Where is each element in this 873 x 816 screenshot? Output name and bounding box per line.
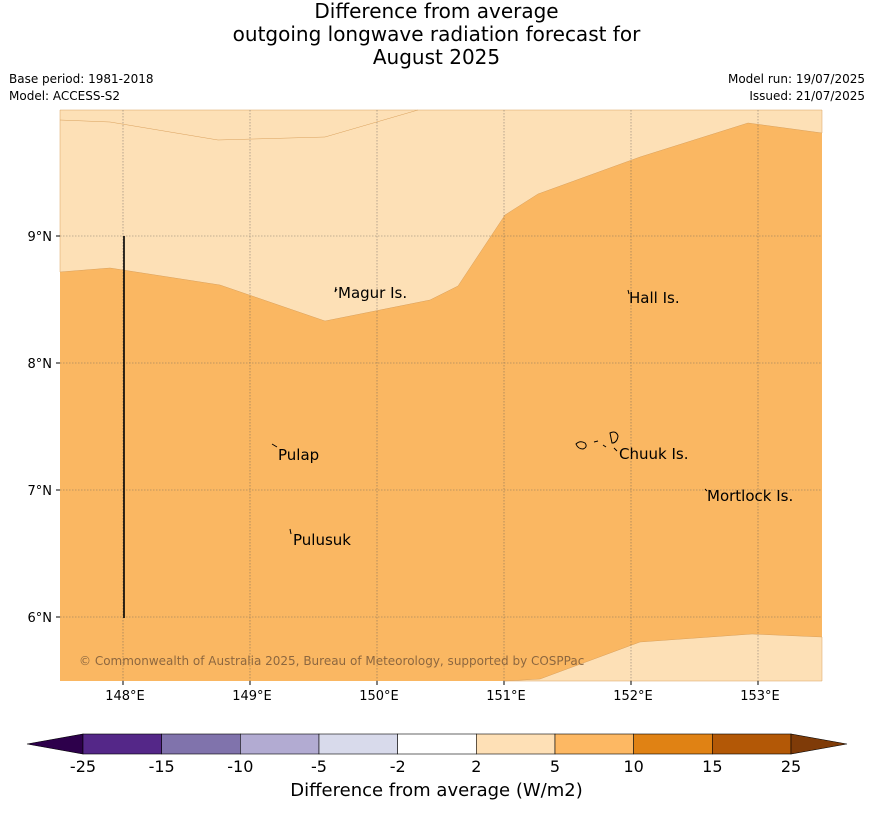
lon-label: 153°E bbox=[740, 689, 780, 704]
colorbar-segment bbox=[82, 733, 162, 755]
base-period-text: Base period: 1981-2018 bbox=[9, 72, 154, 86]
colorbar-tick-label: -5 bbox=[311, 757, 327, 776]
colorbar-tick-label: -15 bbox=[149, 757, 175, 776]
place-label-chuuk: Chuuk Is. bbox=[619, 445, 688, 463]
colorbar-tick-label: 5 bbox=[550, 757, 560, 776]
place-label-magur: Magur Is. bbox=[338, 284, 407, 302]
title-line-1: Difference from average bbox=[314, 0, 559, 23]
colorbar-tick-label: -25 bbox=[70, 757, 96, 776]
lon-label: 152°E bbox=[613, 689, 653, 704]
colorbar-segment bbox=[240, 733, 320, 755]
model-run-text: Model run: 19/07/2025 bbox=[727, 72, 865, 86]
lon-label: 149°E bbox=[232, 689, 272, 704]
colorbar-segment bbox=[161, 733, 241, 755]
region-2-to-5-north bbox=[59, 109, 823, 322]
lon-label: 148°E bbox=[105, 689, 145, 704]
colorbar-tick-label: 10 bbox=[623, 757, 643, 776]
place-label-pulusuk: Pulusuk bbox=[293, 531, 351, 549]
lon-label: 151°E bbox=[486, 689, 526, 704]
lon-tick-labels: 148°E 149°E 150°E 151°E 152°E 153°E bbox=[105, 689, 780, 704]
meta-left: Base period: 1981-2018 Model: ACCESS-S2 bbox=[9, 71, 154, 105]
lat-tick-labels: 9°N 8°N 7°N 6°N bbox=[28, 230, 53, 626]
colorbar-extend-low bbox=[26, 733, 84, 755]
model-text: Model: ACCESS-S2 bbox=[9, 89, 121, 103]
title-line-3: August 2025 bbox=[372, 45, 501, 69]
lat-ticks bbox=[56, 235, 60, 618]
region-10-boundary-north bbox=[59, 109, 419, 141]
place-label-hall: Hall Is. bbox=[629, 289, 680, 307]
lat-label: 9°N bbox=[28, 230, 53, 245]
colorbar-tick-label: 25 bbox=[781, 757, 801, 776]
colorbar-segment bbox=[318, 733, 398, 755]
region-2-to-5-south bbox=[504, 633, 823, 682]
colorbar-tick-label: -2 bbox=[390, 757, 406, 776]
lon-ticks bbox=[122, 681, 759, 685]
lat-label: 6°N bbox=[28, 611, 53, 626]
colorbar-label: Difference from average (W/m2) bbox=[290, 780, 583, 801]
place-labels: Magur Is. Hall Is. Pulap Chuuk Is. Mortl… bbox=[278, 284, 793, 549]
copyright-text: © Commonwealth of Australia 2025, Bureau… bbox=[79, 654, 584, 668]
issued-text: Issued: 21/07/2025 bbox=[749, 89, 865, 103]
lat-label: 8°N bbox=[28, 357, 53, 372]
colorbar: -25 -15 -10 -5 -2 2 5 10 15 25 bbox=[26, 733, 848, 776]
title-line-2: outgoing longwave radiation forecast for bbox=[232, 22, 641, 46]
colorbar-segment bbox=[712, 733, 792, 755]
colorbar-segment bbox=[554, 733, 634, 755]
colorbar-tick-label: -10 bbox=[227, 757, 253, 776]
colorbar-tick-label: 15 bbox=[702, 757, 722, 776]
place-label-mortlock: Mortlock Is. bbox=[707, 487, 793, 505]
colorbar-tick-label: 2 bbox=[471, 757, 481, 776]
lon-label: 150°E bbox=[359, 689, 399, 704]
place-label-pulap: Pulap bbox=[278, 446, 319, 464]
colorbar-segment bbox=[633, 733, 713, 755]
colorbar-segment bbox=[397, 733, 477, 755]
island-shapes bbox=[271, 286, 708, 535]
meta-right: Model run: 19/07/2025 Issued: 21/07/2025 bbox=[728, 71, 865, 105]
colorbar-segment bbox=[476, 733, 556, 755]
chart-title: Difference from average outgoing longwav… bbox=[0, 0, 873, 69]
gridlines bbox=[60, 110, 822, 681]
colorbar-extend-high bbox=[790, 733, 848, 755]
lat-label: 7°N bbox=[28, 484, 53, 499]
